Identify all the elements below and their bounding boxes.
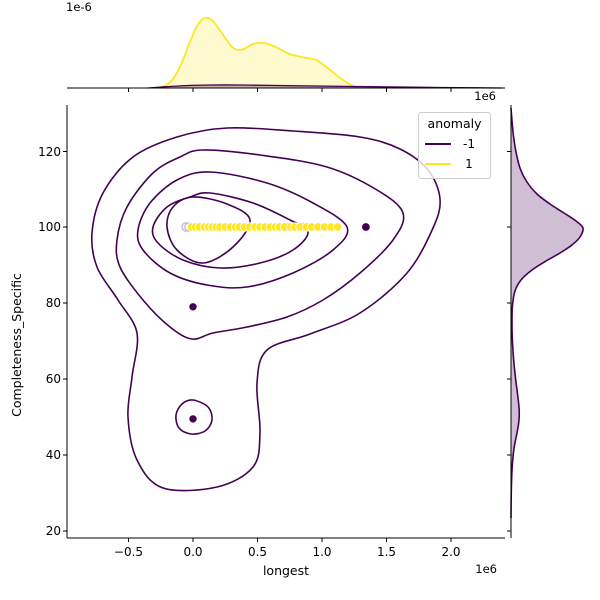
scatter-dot-pos: [332, 222, 343, 232]
kde-contour-level-3: [136, 171, 349, 289]
legend-label-pos: 1: [465, 157, 473, 171]
x-tick-label: 0.0: [183, 545, 203, 559]
x-tick-label: 2.0: [441, 545, 461, 559]
scatter-dot-neg: [188, 302, 198, 312]
top-marginal-density-offset-label: 1e-6: [66, 0, 92, 14]
legend-line-neg-icon: [425, 142, 451, 146]
x-tick-label: −0.5: [113, 545, 144, 559]
x-tick-label: 0.5: [247, 545, 268, 559]
y-tick-label: 60: [45, 372, 61, 386]
kde-contour-level-2: [115, 149, 405, 340]
right-kde-neg-fill: [511, 108, 584, 518]
x-tick-label: 1.0: [312, 545, 332, 559]
legend-title: anomaly: [427, 116, 482, 131]
legend-label-neg: -1: [463, 137, 475, 151]
kde-contour-level-4: [151, 191, 309, 269]
top-kde-pos-line: [157, 16, 359, 89]
legend-line-pos-icon: [425, 162, 451, 166]
y-tick-label: 100: [38, 220, 61, 234]
scatter-dot-neg: [188, 414, 198, 424]
legend-item-pos: 1: [425, 154, 484, 174]
top-marginal-x-offset-label: 1e6: [474, 89, 496, 103]
kde-contour-level-5: [166, 196, 251, 264]
y-tick-label: 120: [38, 144, 61, 159]
scatter-dot-neg: [361, 222, 371, 232]
legend: anomaly -1 1: [418, 112, 491, 179]
x-axis-label: longest: [262, 563, 310, 578]
kde-contour-level-6: [175, 399, 213, 435]
y-tick-label: 80: [45, 296, 61, 310]
right-kde-neg-line: [510, 107, 584, 519]
y-tick-label: 40: [45, 448, 61, 462]
x-tick-label: 1.5: [376, 545, 397, 559]
y-tick-label: 20: [45, 524, 61, 538]
top-kde-pos-fill: [158, 17, 358, 88]
y-axis-label: Completeness_Specific: [9, 273, 25, 417]
legend-item-neg: -1: [425, 134, 484, 154]
x-axis-offset-label: 1e6: [475, 562, 497, 576]
